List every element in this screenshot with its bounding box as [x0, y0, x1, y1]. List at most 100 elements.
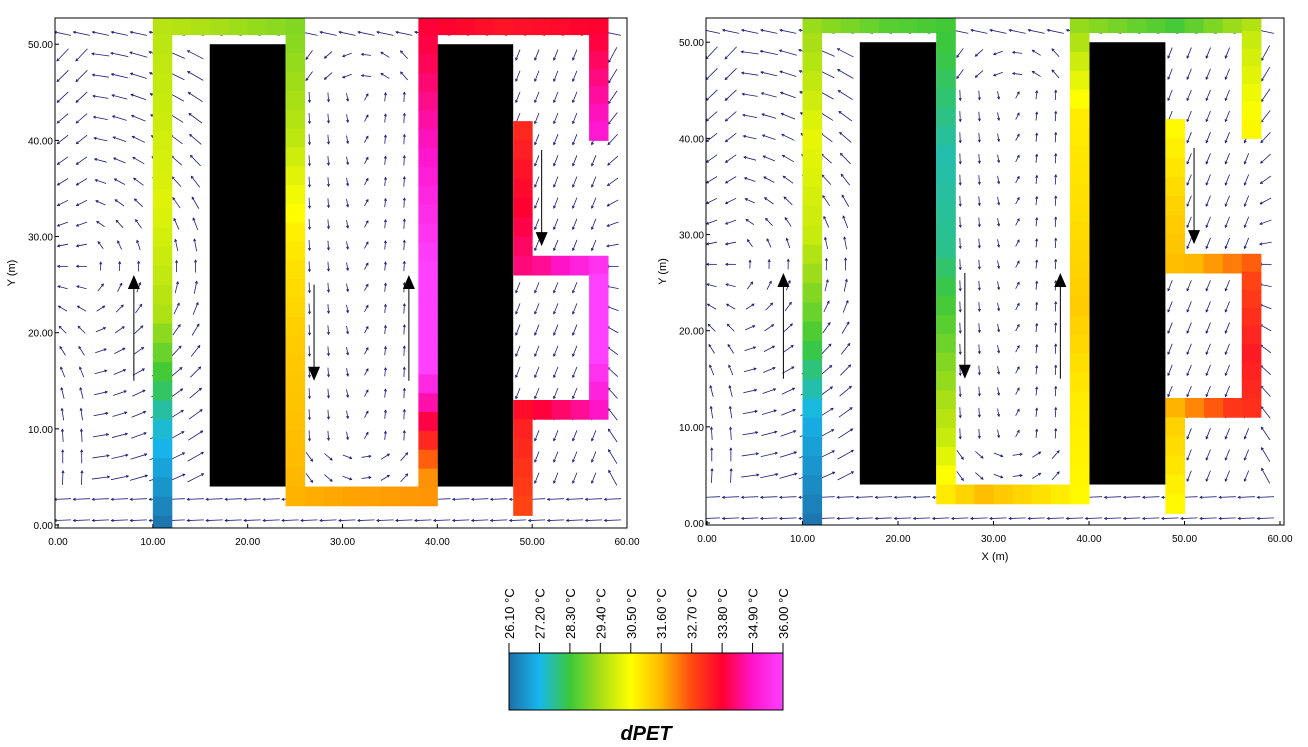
- wind-vector-head: [534, 332, 537, 336]
- wind-vector: [534, 239, 540, 251]
- wind-vector: [997, 281, 1000, 290]
- wind-vector-head: [584, 518, 588, 523]
- wind-vector: [384, 410, 387, 419]
- wind-vector: [130, 94, 147, 101]
- wind-vector-head: [729, 468, 733, 472]
- wind-vector-head: [843, 236, 847, 240]
- dpet-cell: [513, 140, 533, 161]
- dpet-cell: [152, 438, 173, 459]
- wind-vector-head: [1186, 330, 1190, 334]
- wind-vector-head: [565, 518, 569, 523]
- wind-vector: [837, 471, 854, 481]
- wind-vector: [725, 154, 737, 163]
- wind-vector: [94, 137, 108, 142]
- wind-vector: [1205, 322, 1211, 334]
- wind-vector-head: [608, 80, 611, 84]
- wind-vector-head: [1066, 8, 1068, 10]
- colorbar: 26.10 °C 27.20 °C 28.30 °C 29.40 °C 30.50 °C…: [502, 588, 791, 745]
- wind-vector-head: [798, 48, 802, 52]
- wind-vector: [725, 219, 737, 225]
- wind-vector-head: [1186, 436, 1190, 440]
- wind-vector: [403, 367, 405, 377]
- wind-vector-head: [149, 93, 153, 97]
- wind-vector-head: [1224, 457, 1228, 461]
- wind-vector: [396, 11, 412, 14]
- wind-vector-head: [997, 286, 1001, 291]
- wind-vector: [1205, 68, 1211, 80]
- wind-vector-head: [91, 497, 95, 501]
- wind-vector: [722, 29, 740, 34]
- wind-vector-head: [1016, 154, 1020, 158]
- wind-vector: [1054, 111, 1057, 122]
- wind-vector: [92, 95, 109, 99]
- wind-vector-head: [61, 449, 65, 453]
- wind-vector-head: [1224, 97, 1228, 102]
- wind-vector: [765, 218, 773, 226]
- wind-vector-head: [1103, 495, 1107, 499]
- wind-vector: [956, 450, 964, 460]
- wind-vector: [515, 303, 521, 315]
- wind-vector: [781, 134, 795, 141]
- wind-vector: [1205, 132, 1211, 143]
- wind-vector-head: [977, 287, 981, 291]
- wind-vector: [111, 498, 128, 500]
- y-tick-label: 30.00: [28, 233, 53, 244]
- wind-vector-head: [365, 241, 369, 245]
- dpet-cell: [1069, 126, 1090, 147]
- wind-vector: [1225, 449, 1230, 461]
- wind-vector-head: [572, 142, 575, 146]
- wind-vector-head: [553, 142, 556, 146]
- wind-vector-head: [958, 203, 962, 207]
- wind-vector: [1104, 517, 1122, 519]
- wind-vector: [709, 364, 715, 376]
- wind-vector-head: [779, 28, 783, 32]
- wind-vector-head: [847, 342, 851, 347]
- wind-vector: [1186, 280, 1192, 291]
- wind-vector-head: [1027, 516, 1031, 521]
- wind-vector-head: [205, 497, 209, 501]
- wind-vector-head: [515, 99, 519, 104]
- wind-vector-head: [1261, 57, 1264, 61]
- wind-vector-head: [997, 117, 1001, 121]
- wind-vector: [823, 216, 830, 228]
- wind-vector: [364, 178, 369, 186]
- wind-vector: [1123, 496, 1141, 498]
- dpet-cell: [285, 467, 306, 488]
- wind-vector: [993, 473, 1003, 478]
- wind-vector-head: [346, 98, 350, 102]
- wind-vector-head: [110, 73, 115, 77]
- dpet-cell: [1108, 18, 1128, 34]
- wind-vector-head: [1124, 8, 1126, 10]
- wind-vector: [342, 475, 352, 480]
- wind-vector: [997, 387, 1000, 396]
- wind-vector-head: [112, 136, 116, 140]
- wind-vector: [174, 281, 179, 294]
- wind-vector: [135, 219, 142, 229]
- wind-vector-head: [997, 413, 1001, 418]
- wind-vector: [572, 218, 578, 230]
- dpet-cell: [936, 183, 956, 203]
- wind-vector-head: [402, 429, 406, 434]
- wind-vector: [1015, 260, 1020, 268]
- wind-vector-head: [831, 450, 836, 454]
- wind-vector-head: [1016, 323, 1020, 328]
- dpet-cell: [1203, 253, 1224, 274]
- wind-vector: [1225, 153, 1230, 164]
- wind-vector-head: [1016, 281, 1020, 285]
- wind-vector: [837, 449, 854, 460]
- wind-vector-head: [323, 55, 327, 59]
- wind-vector-head: [572, 99, 575, 104]
- wind-vector: [760, 517, 778, 519]
- wind-vector-head: [725, 303, 730, 307]
- wind-vector: [1167, 280, 1173, 291]
- wind-vector: [364, 93, 369, 101]
- wind-vector-head: [307, 99, 312, 104]
- wind-vector: [821, 174, 832, 185]
- wind-vector: [1015, 345, 1020, 353]
- wind-vector-head: [383, 240, 387, 244]
- colorbar-tick-label: 36.00 °C: [776, 588, 791, 639]
- dpet-cell: [936, 277, 956, 297]
- dpet-cell: [152, 53, 173, 74]
- wind-vector: [1167, 301, 1173, 313]
- dpet-cell: [418, 448, 438, 469]
